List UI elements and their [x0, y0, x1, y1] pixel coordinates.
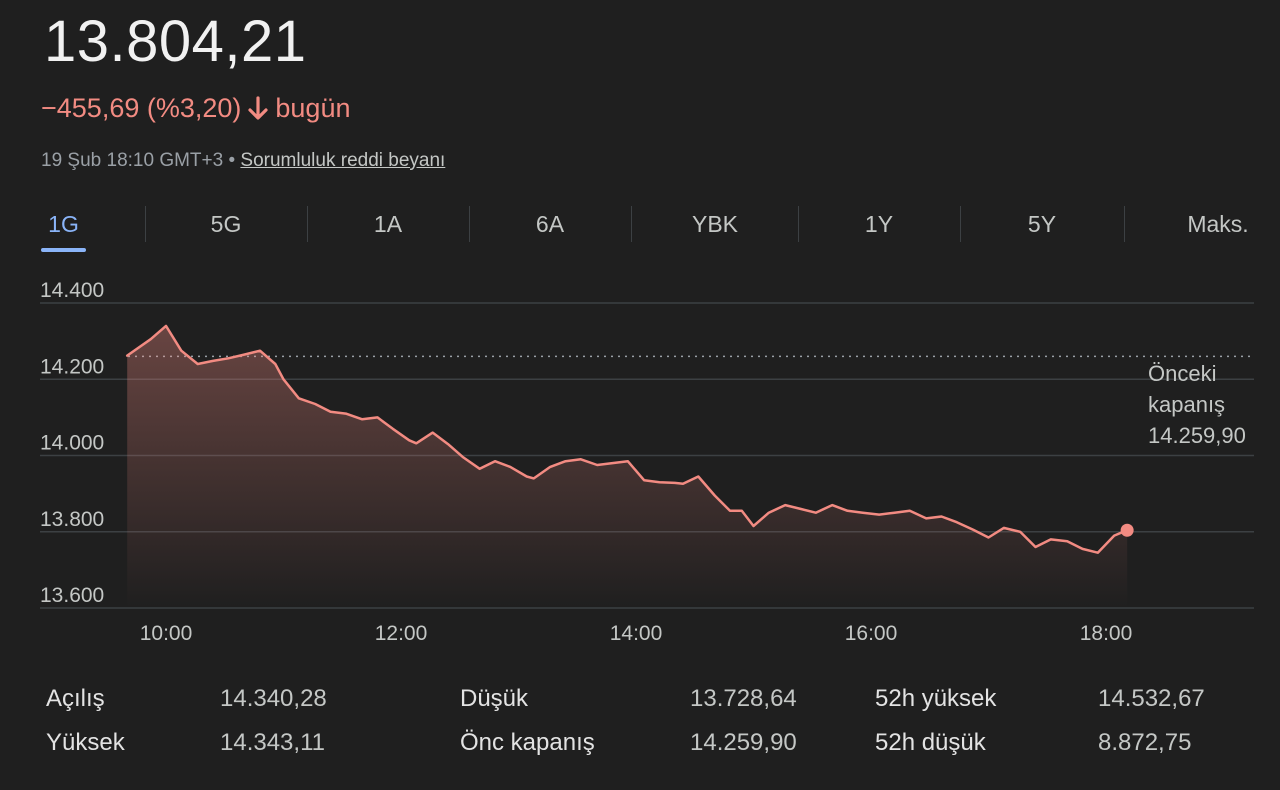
- y-tick-label: 13.600: [40, 584, 104, 607]
- stat-value-high: 14.343,11: [220, 729, 325, 756]
- stat-label-low: Düşük: [460, 685, 529, 712]
- stat-label-high: Yüksek: [46, 729, 125, 756]
- tab-1g-label: 1G: [48, 211, 79, 237]
- tab-ybk-label: YBK: [691, 211, 739, 237]
- tab-1g[interactable]: 1G: [41, 200, 86, 252]
- meta-separator: •: [228, 150, 236, 171]
- meta-row: 19 Şub 18:10 GMT+3 • Sorumluluk reddi be…: [41, 150, 445, 172]
- disclaimer-link[interactable]: Sorumluluk reddi beyanı: [240, 150, 446, 171]
- stat-value-52w-high: 14.532,67: [1098, 685, 1205, 712]
- y-tick-label: 14.200: [40, 355, 104, 378]
- stat-value-52w-low: 8.872,75: [1098, 729, 1192, 756]
- tab-divider: [307, 206, 308, 242]
- price-area: [127, 325, 1128, 608]
- stat-label-52w-low: 52h düşük: [875, 729, 986, 756]
- x-tick-label: 18:00: [1080, 622, 1133, 645]
- tab-5g-label: 5G: [210, 211, 242, 237]
- timestamp: 19 Şub 18:10 GMT+3: [41, 150, 224, 171]
- tab-maks-label: Maks.: [1187, 211, 1249, 237]
- tab-divider: [469, 206, 470, 242]
- x-tick-label: 12:00: [375, 622, 428, 645]
- tab-5y[interactable]: 5Y: [1002, 200, 1082, 248]
- tab-1a-label: 1A: [373, 211, 403, 237]
- previous-close-label: 14.259,90: [1148, 423, 1246, 448]
- x-tick-label: 14:00: [610, 622, 663, 645]
- tab-divider: [798, 206, 799, 242]
- price-chart[interactable]: 14.400 14.200 14.000 13.800 13.600 Önceki kapa…: [0, 270, 1280, 670]
- tab-6a[interactable]: 6A: [510, 200, 590, 248]
- previous-close-label: kapanış: [1148, 392, 1225, 417]
- tab-5g[interactable]: 5G: [186, 200, 266, 248]
- tab-divider: [145, 206, 146, 242]
- range-tabs: 1G 5G 1A 6A YBK 1Y 5Y Maks.: [0, 200, 1280, 256]
- price: 13.804,21: [44, 9, 307, 74]
- y-tick-label: 14.000: [40, 432, 104, 455]
- tab-5y-label: 5Y: [1027, 211, 1057, 237]
- tab-divider: [1124, 206, 1125, 242]
- arrow-down-icon: [248, 95, 268, 120]
- x-tick-label: 16:00: [845, 622, 898, 645]
- tab-1y[interactable]: 1Y: [839, 200, 919, 248]
- stat-value-open: 14.340,28: [220, 685, 327, 712]
- tab-divider: [960, 206, 961, 242]
- tab-maks[interactable]: Maks.: [1178, 200, 1258, 248]
- change-row: −455,69 (%3,20) bugün: [41, 93, 350, 124]
- tab-1a[interactable]: 1A: [348, 200, 428, 248]
- stat-value-prev-close: 14.259,90: [690, 729, 797, 756]
- price-line: [125, 324, 1129, 554]
- change-value: −455,69 (%3,20): [41, 93, 242, 123]
- stat-label-prev-close: Önc kapanış: [460, 729, 595, 756]
- y-tick-label: 13.800: [40, 508, 104, 531]
- x-tick-label: 10:00: [140, 622, 193, 645]
- last-price-dot: [1120, 523, 1134, 537]
- tab-6a-label: 6A: [535, 211, 565, 237]
- stat-label-52w-high: 52h yüksek: [875, 685, 997, 712]
- active-tab-indicator: [41, 248, 86, 252]
- change-suffix: bugün: [275, 93, 351, 123]
- tab-1y-label: 1Y: [864, 211, 894, 237]
- stat-label-open: Açılış: [46, 685, 105, 712]
- tab-divider: [631, 206, 632, 242]
- stat-value-low: 13.728,64: [690, 685, 797, 712]
- previous-close-label: Önceki: [1148, 361, 1216, 386]
- y-tick-label: 14.400: [40, 279, 104, 302]
- tab-ybk[interactable]: YBK: [675, 200, 755, 248]
